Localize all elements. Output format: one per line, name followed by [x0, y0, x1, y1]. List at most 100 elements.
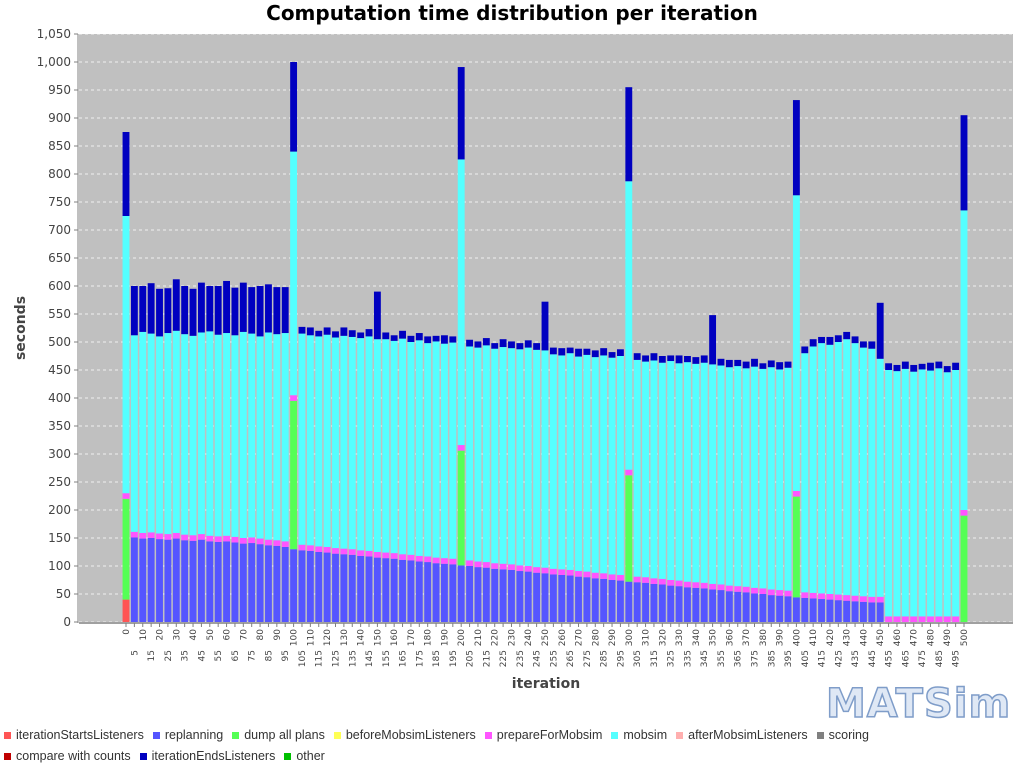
bar-segment-replanning [675, 586, 683, 622]
bar-segment-prepareForMobsim [474, 561, 482, 568]
bar-segment-mobsim [918, 369, 926, 617]
bar-segment-prepareForMobsim [231, 536, 239, 543]
x-tick-label: 475 [918, 650, 928, 667]
matsim-logo: MATSim [825, 681, 1012, 727]
bar-segment-mobsim [164, 333, 172, 535]
bar-segment-iterationEndsListeners [290, 62, 298, 152]
bar-segment-mobsim [323, 334, 331, 547]
bar-segment-replanning [725, 591, 733, 622]
bar-segment-prepareForMobsim [516, 565, 524, 572]
bar-segment-iterationEndsListeners [566, 347, 574, 354]
bar-segment-mobsim [524, 347, 532, 566]
x-tick-label: 340 [692, 629, 702, 646]
bar-segment-iterationEndsListeners [223, 280, 230, 334]
x-tick-label: 435 [851, 650, 861, 667]
bar-segment-mobsim [156, 336, 163, 534]
x-tick-label: 285 [600, 650, 610, 667]
bar-segment-prepareForMobsim [382, 552, 390, 559]
bar-segment-iterationEndsListeners [256, 286, 264, 337]
bar-segment-iterationEndsListeners [700, 355, 708, 363]
bar-segment-mobsim [248, 333, 256, 538]
bar-segment-iterationEndsListeners [340, 327, 348, 336]
legend-label: compare with counts [16, 749, 131, 763]
bar-segment-iterationEndsListeners [801, 346, 809, 354]
bar-segment-iterationEndsListeners [298, 326, 306, 334]
y-axis-label: seconds [13, 296, 29, 360]
bar-segment-mobsim [692, 363, 700, 583]
bar-segment-replanning [524, 571, 532, 622]
bar-segment-replanning [315, 552, 323, 622]
legend-item: iterationStartsListeners [4, 728, 144, 743]
bar-segment-mobsim [457, 159, 465, 446]
x-tick-label: 5 [130, 650, 140, 656]
bar-segment-iterationEndsListeners [834, 335, 842, 342]
bar-segment-replanning [441, 563, 448, 622]
bar-segment-prepareForMobsim [122, 493, 130, 499]
bar-segment-mobsim [390, 340, 398, 554]
bar-segment-prepareForMobsim [558, 569, 566, 575]
bar-segment-iterationEndsListeners [901, 361, 909, 369]
bar-segment-iterationEndsListeners [910, 364, 918, 372]
bar-segment-replanning [625, 581, 633, 622]
bar-segment-mobsim [650, 360, 658, 579]
y-tick-label: 950 [48, 83, 71, 97]
x-tick-label: 170 [407, 629, 417, 646]
bar-segment-iterationEndsListeners [424, 336, 432, 344]
bar-segment-replanning [717, 590, 725, 622]
bar-segment-mobsim [499, 347, 507, 564]
y-tick-label: 100 [48, 559, 71, 573]
x-tick-label: 440 [859, 629, 869, 646]
bar-segment-replanning [365, 556, 373, 622]
bar-segment-iterationEndsListeners [373, 291, 381, 340]
x-tick-label: 355 [717, 650, 727, 667]
bar-segment-mobsim [893, 371, 901, 617]
bar-segment-replanning [876, 602, 884, 622]
bar-segment-iterationEndsListeners [390, 335, 398, 341]
bar-segment-replanning [776, 595, 784, 622]
bar-segment-replanning [801, 597, 809, 622]
bar-segment-iterationEndsListeners [625, 87, 633, 182]
bar-segment-prepareForMobsim [717, 584, 725, 591]
legend-item: prepareForMobsim [484, 728, 602, 743]
x-tick-label: 470 [910, 629, 920, 646]
bar-segment-mobsim [826, 344, 834, 594]
bar-segment-prepareForMobsim [189, 535, 197, 541]
bar-segment-mobsim [348, 336, 356, 550]
bar-segment-iterationEndsListeners [357, 332, 365, 339]
legend-item: iterationEndsListeners [139, 749, 275, 764]
x-tick-label: 25 [164, 650, 174, 661]
bar-segment-replanning [558, 574, 566, 622]
legend-item: replanning [152, 728, 223, 743]
bar-segment-iterationEndsListeners [382, 332, 390, 340]
x-tick-label: 135 [348, 650, 358, 667]
bar-segment-prepareForMobsim [323, 546, 331, 553]
bar-segment-iterationEndsListeners [306, 327, 314, 336]
bar-segment-mobsim [315, 336, 323, 547]
bar-segment-mobsim [876, 358, 884, 597]
bar-segment-replanning [541, 573, 549, 622]
bar-segment-iterationEndsListeners [323, 327, 331, 335]
x-tick-label: 495 [952, 650, 962, 667]
bar-segment-prepareForMobsim [784, 590, 792, 597]
bar-segment-replanning [214, 541, 222, 622]
bar-segment-replanning [206, 541, 214, 622]
bar-segment-iterationEndsListeners [960, 115, 968, 211]
bar-segment-prepareForMobsim [893, 616, 901, 622]
bar-segment-mobsim [508, 348, 515, 565]
bar-segment-iterationEndsListeners [332, 331, 339, 338]
bar-segment-iterationEndsListeners [197, 282, 205, 333]
x-tick-label: 315 [650, 650, 660, 667]
bar-segment-replanning [457, 565, 465, 622]
bar-segment-iterationEndsListeners [181, 286, 189, 335]
bar-segment-replanning [818, 599, 825, 622]
bar-segment-iterationEndsListeners [642, 355, 649, 362]
x-tick-label: 375 [751, 650, 761, 667]
bar-segment-iterationEndsListeners [792, 100, 800, 196]
bar-segment-prepareForMobsim [876, 596, 884, 603]
bar-segment-iterationEndsListeners [684, 356, 691, 363]
x-tick-label: 245 [533, 650, 543, 667]
bar-segment-prepareForMobsim [164, 534, 172, 540]
bar-segment-replanning [281, 546, 289, 622]
bar-segment-mobsim [742, 368, 750, 587]
bar-segment-prepareForMobsim [424, 556, 432, 563]
